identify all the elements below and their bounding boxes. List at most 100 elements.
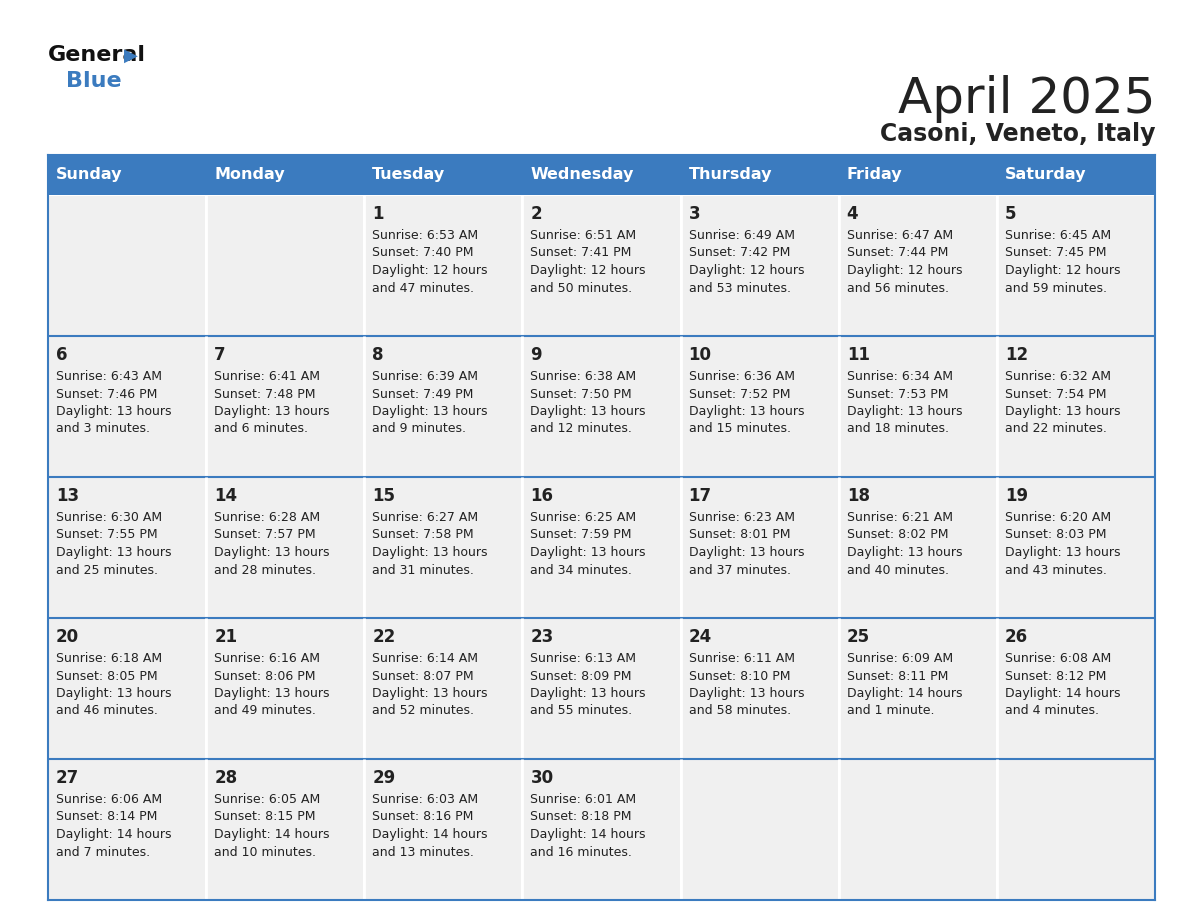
Text: Sunset: 8:11 PM: Sunset: 8:11 PM <box>847 669 948 682</box>
Text: and 53 minutes.: and 53 minutes. <box>689 282 790 295</box>
Text: Daylight: 13 hours: Daylight: 13 hours <box>56 546 171 559</box>
Text: Daylight: 12 hours: Daylight: 12 hours <box>372 264 488 277</box>
Text: and 4 minutes.: and 4 minutes. <box>1005 704 1099 718</box>
Text: and 55 minutes.: and 55 minutes. <box>530 704 632 718</box>
Text: Sunrise: 6:32 AM: Sunrise: 6:32 AM <box>1005 370 1111 383</box>
Text: and 31 minutes.: and 31 minutes. <box>372 564 474 577</box>
Text: Sunset: 8:18 PM: Sunset: 8:18 PM <box>530 811 632 823</box>
Bar <box>48 155 207 195</box>
Text: Sunrise: 6:38 AM: Sunrise: 6:38 AM <box>530 370 637 383</box>
Text: Daylight: 13 hours: Daylight: 13 hours <box>530 546 646 559</box>
Text: Sunrise: 6:23 AM: Sunrise: 6:23 AM <box>689 511 795 524</box>
Bar <box>49 478 206 617</box>
Text: 25: 25 <box>847 628 870 646</box>
Text: and 47 minutes.: and 47 minutes. <box>372 282 474 295</box>
Bar <box>998 760 1154 899</box>
Text: Daylight: 12 hours: Daylight: 12 hours <box>530 264 646 277</box>
Text: Sunrise: 6:06 AM: Sunrise: 6:06 AM <box>56 793 162 806</box>
Bar <box>840 760 996 899</box>
Bar <box>998 337 1154 476</box>
Text: Sunset: 7:50 PM: Sunset: 7:50 PM <box>530 387 632 400</box>
Text: Sunset: 8:01 PM: Sunset: 8:01 PM <box>689 529 790 542</box>
Text: Sunset: 8:02 PM: Sunset: 8:02 PM <box>847 529 948 542</box>
Text: Sunrise: 6:20 AM: Sunrise: 6:20 AM <box>1005 511 1111 524</box>
Bar <box>682 760 838 899</box>
Text: Sunset: 7:49 PM: Sunset: 7:49 PM <box>372 387 474 400</box>
Text: Sunrise: 6:28 AM: Sunrise: 6:28 AM <box>214 511 321 524</box>
Text: Casoni, Veneto, Italy: Casoni, Veneto, Italy <box>879 122 1155 146</box>
Text: 28: 28 <box>214 769 238 787</box>
Text: Sunset: 8:05 PM: Sunset: 8:05 PM <box>56 669 158 682</box>
Text: Daylight: 14 hours: Daylight: 14 hours <box>847 687 962 700</box>
Text: Sunrise: 6:25 AM: Sunrise: 6:25 AM <box>530 511 637 524</box>
Text: Daylight: 13 hours: Daylight: 13 hours <box>214 687 329 700</box>
Bar <box>840 196 996 335</box>
Text: Monday: Monday <box>214 167 285 183</box>
Text: 22: 22 <box>372 628 396 646</box>
Text: Sunset: 7:44 PM: Sunset: 7:44 PM <box>847 247 948 260</box>
Text: 10: 10 <box>689 346 712 364</box>
Bar <box>682 478 838 617</box>
Text: 14: 14 <box>214 487 238 505</box>
Text: 1: 1 <box>372 205 384 223</box>
Text: Sunset: 8:03 PM: Sunset: 8:03 PM <box>1005 529 1106 542</box>
Bar <box>524 760 680 899</box>
Text: Sunrise: 6:43 AM: Sunrise: 6:43 AM <box>56 370 162 383</box>
Text: Sunrise: 6:39 AM: Sunrise: 6:39 AM <box>372 370 479 383</box>
Text: Sunset: 7:46 PM: Sunset: 7:46 PM <box>56 387 157 400</box>
Bar <box>840 619 996 758</box>
Text: Sunset: 8:16 PM: Sunset: 8:16 PM <box>372 811 474 823</box>
Bar <box>365 760 522 899</box>
Bar <box>524 478 680 617</box>
Text: Saturday: Saturday <box>1005 167 1086 183</box>
Text: Tuesday: Tuesday <box>372 167 446 183</box>
Text: Sunset: 7:40 PM: Sunset: 7:40 PM <box>372 247 474 260</box>
Text: Sunrise: 6:09 AM: Sunrise: 6:09 AM <box>847 652 953 665</box>
Text: 20: 20 <box>56 628 80 646</box>
Text: Daylight: 13 hours: Daylight: 13 hours <box>372 405 488 418</box>
Text: Sunrise: 6:05 AM: Sunrise: 6:05 AM <box>214 793 321 806</box>
Text: 24: 24 <box>689 628 712 646</box>
Text: Sunrise: 6:03 AM: Sunrise: 6:03 AM <box>372 793 479 806</box>
Text: Sunset: 8:10 PM: Sunset: 8:10 PM <box>689 669 790 682</box>
Text: 6: 6 <box>56 346 68 364</box>
Bar <box>523 155 681 195</box>
Text: 21: 21 <box>214 628 238 646</box>
Text: Blue: Blue <box>67 71 121 91</box>
Text: Daylight: 13 hours: Daylight: 13 hours <box>214 405 329 418</box>
Text: Daylight: 12 hours: Daylight: 12 hours <box>1005 264 1120 277</box>
Bar <box>207 619 364 758</box>
Text: Daylight: 13 hours: Daylight: 13 hours <box>530 405 646 418</box>
Text: Daylight: 13 hours: Daylight: 13 hours <box>847 405 962 418</box>
Text: 27: 27 <box>56 769 80 787</box>
Text: 17: 17 <box>689 487 712 505</box>
Text: and 28 minutes.: and 28 minutes. <box>214 564 316 577</box>
Text: Sunset: 8:06 PM: Sunset: 8:06 PM <box>214 669 316 682</box>
Text: Sunset: 7:45 PM: Sunset: 7:45 PM <box>1005 247 1106 260</box>
Text: and 10 minutes.: and 10 minutes. <box>214 845 316 858</box>
Text: and 25 minutes.: and 25 minutes. <box>56 564 158 577</box>
Text: and 9 minutes.: and 9 minutes. <box>372 422 466 435</box>
Text: Daylight: 13 hours: Daylight: 13 hours <box>530 687 646 700</box>
Text: Sunrise: 6:53 AM: Sunrise: 6:53 AM <box>372 229 479 242</box>
Bar <box>682 619 838 758</box>
Text: Daylight: 13 hours: Daylight: 13 hours <box>56 405 171 418</box>
Text: and 12 minutes.: and 12 minutes. <box>530 422 632 435</box>
Text: and 18 minutes.: and 18 minutes. <box>847 422 949 435</box>
Bar <box>524 196 680 335</box>
Text: Sunrise: 6:49 AM: Sunrise: 6:49 AM <box>689 229 795 242</box>
Text: 8: 8 <box>372 346 384 364</box>
Text: and 49 minutes.: and 49 minutes. <box>214 704 316 718</box>
Text: 4: 4 <box>847 205 859 223</box>
Text: Daylight: 14 hours: Daylight: 14 hours <box>214 828 329 841</box>
Text: General: General <box>48 45 146 65</box>
Text: Sunset: 8:07 PM: Sunset: 8:07 PM <box>372 669 474 682</box>
Text: Thursday: Thursday <box>689 167 772 183</box>
Text: Sunrise: 6:16 AM: Sunrise: 6:16 AM <box>214 652 320 665</box>
Text: and 40 minutes.: and 40 minutes. <box>847 564 949 577</box>
Text: Daylight: 12 hours: Daylight: 12 hours <box>689 264 804 277</box>
Text: and 59 minutes.: and 59 minutes. <box>1005 282 1107 295</box>
Bar <box>365 337 522 476</box>
Bar <box>207 196 364 335</box>
Text: Sunrise: 6:18 AM: Sunrise: 6:18 AM <box>56 652 162 665</box>
